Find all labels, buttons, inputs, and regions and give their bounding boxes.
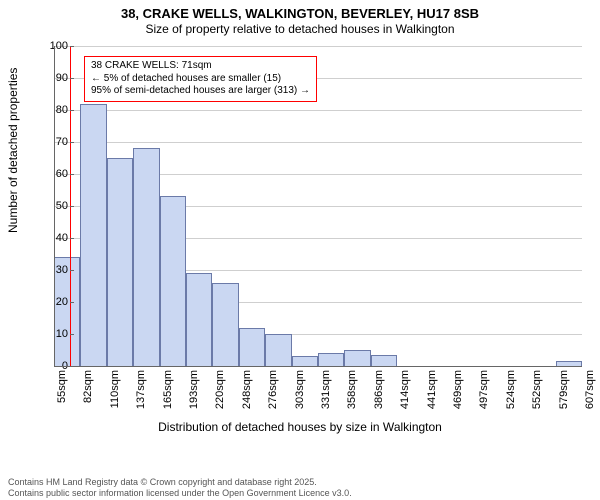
histogram-bar	[133, 148, 159, 366]
histogram-bar	[318, 353, 344, 366]
x-tick: 248sqm	[241, 370, 253, 409]
histogram-bar	[371, 355, 397, 366]
y-tick: 60	[30, 168, 68, 180]
x-tick: 579sqm	[558, 370, 570, 409]
y-tick: 10	[30, 328, 68, 340]
y-tick: 30	[30, 264, 68, 276]
x-axis-line	[54, 366, 582, 367]
histogram-bar	[265, 334, 291, 366]
histogram-bar	[186, 273, 212, 366]
callout-line1: 38 CRAKE WELLS: 71sqm	[91, 60, 310, 73]
y-tick: 70	[30, 136, 68, 148]
x-tick: 82sqm	[82, 370, 94, 403]
chart-title-block: 38, CRAKE WELLS, WALKINGTON, BEVERLEY, H…	[0, 0, 600, 37]
title-line1: 38, CRAKE WELLS, WALKINGTON, BEVERLEY, H…	[0, 6, 600, 22]
y-axis-label: Number of detached properties	[6, 68, 20, 233]
y-tick: 90	[30, 72, 68, 84]
x-tick: 220sqm	[214, 370, 226, 409]
x-tick: 607sqm	[584, 370, 596, 409]
y-tick: 80	[30, 104, 68, 116]
x-tick: 331sqm	[320, 370, 332, 409]
histogram-bar	[80, 104, 106, 366]
x-axis-label: Distribution of detached houses by size …	[0, 420, 600, 434]
title-line2: Size of property relative to detached ho…	[0, 22, 600, 37]
x-tick: 386sqm	[373, 370, 385, 409]
callout-line2: ← 5% of detached houses are smaller (15)	[91, 73, 310, 86]
x-tick: 137sqm	[135, 370, 147, 409]
x-tick: 165sqm	[162, 370, 174, 409]
gridline	[54, 46, 582, 47]
y-tick: 100	[30, 40, 68, 52]
x-tick: 524sqm	[505, 370, 517, 409]
x-tick: 552sqm	[531, 370, 543, 409]
y-tick: 50	[30, 200, 68, 212]
callout-line3: 95% of semi-detached houses are larger (…	[91, 85, 310, 98]
x-tick: 110sqm	[109, 370, 121, 408]
x-tick: 497sqm	[478, 370, 490, 409]
histogram-bar	[239, 328, 265, 366]
histogram-bar	[292, 356, 318, 366]
x-tick: 193sqm	[188, 370, 200, 409]
y-tick: 20	[30, 296, 68, 308]
footer-line2: Contains public sector information licen…	[8, 488, 352, 498]
x-tick: 441sqm	[426, 370, 438, 409]
gridline	[54, 142, 582, 143]
x-tick: 414sqm	[399, 370, 411, 409]
footer-line1: Contains HM Land Registry data © Crown c…	[8, 477, 352, 487]
x-tick: 55sqm	[56, 370, 68, 403]
x-tick: 276sqm	[267, 370, 279, 409]
gridline	[54, 110, 582, 111]
x-tick: 303sqm	[294, 370, 306, 409]
histogram-bar	[107, 158, 133, 366]
histogram-bar	[212, 283, 238, 366]
y-tick: 40	[30, 232, 68, 244]
plot-area: 38 CRAKE WELLS: 71sqm ← 5% of detached h…	[54, 46, 582, 366]
chart-container: Number of detached properties 38 CRAKE W…	[0, 40, 600, 440]
histogram-bar	[344, 350, 370, 366]
x-tick: 469sqm	[452, 370, 464, 409]
x-tick: 358sqm	[346, 370, 358, 409]
callout-box: 38 CRAKE WELLS: 71sqm ← 5% of detached h…	[84, 56, 317, 102]
footer-attribution: Contains HM Land Registry data © Crown c…	[8, 477, 352, 498]
histogram-bar	[160, 196, 186, 366]
y-axis-line	[54, 46, 55, 366]
